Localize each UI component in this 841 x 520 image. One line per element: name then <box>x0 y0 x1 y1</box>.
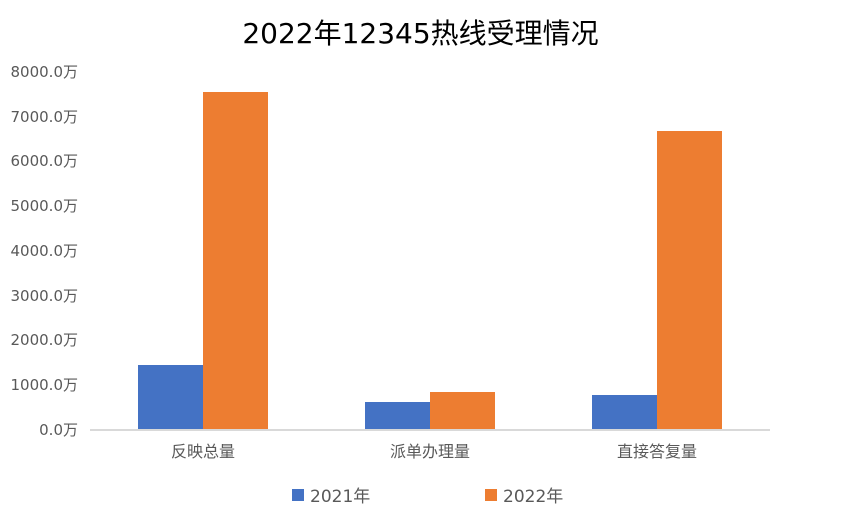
legend-label: 2021年 <box>310 487 371 507</box>
bar-2021 <box>365 402 430 430</box>
y-tick-label: 6000.0万 <box>10 152 79 170</box>
legend-item-2021[interactable]: 2021年 <box>292 482 370 507</box>
y-tick-label: 4000.0万 <box>10 242 79 260</box>
bar-2022 <box>203 92 268 430</box>
bar-2022 <box>657 131 722 430</box>
legend-item-2022[interactable]: 2022年 <box>485 482 563 507</box>
y-tick-label: 0.0万 <box>39 421 78 439</box>
legend-swatch-icon <box>292 488 304 501</box>
bar-2021 <box>592 395 657 430</box>
y-tick-label: 5000.0万 <box>10 197 79 215</box>
x-tick-label: 反映总量 <box>170 442 235 461</box>
y-tick-label: 7000.0万 <box>10 108 79 126</box>
y-tick-label: 1000.0万 <box>10 376 79 394</box>
x-tick-label: 直接答复量 <box>616 442 697 461</box>
y-tick-label: 3000.0万 <box>10 287 79 305</box>
legend-label: 2022年 <box>503 487 564 507</box>
x-tick-label: 派单办理量 <box>389 442 470 461</box>
x-axis-line <box>90 429 770 431</box>
y-tick-label: 2000.0万 <box>10 331 79 349</box>
chart-title: 2022年12345热线受理情况 <box>242 17 599 50</box>
bar-2022 <box>430 392 495 430</box>
y-tick-label: 8000.0万 <box>10 63 79 81</box>
legend-swatch-icon <box>485 488 497 501</box>
bar-2021 <box>138 365 203 430</box>
